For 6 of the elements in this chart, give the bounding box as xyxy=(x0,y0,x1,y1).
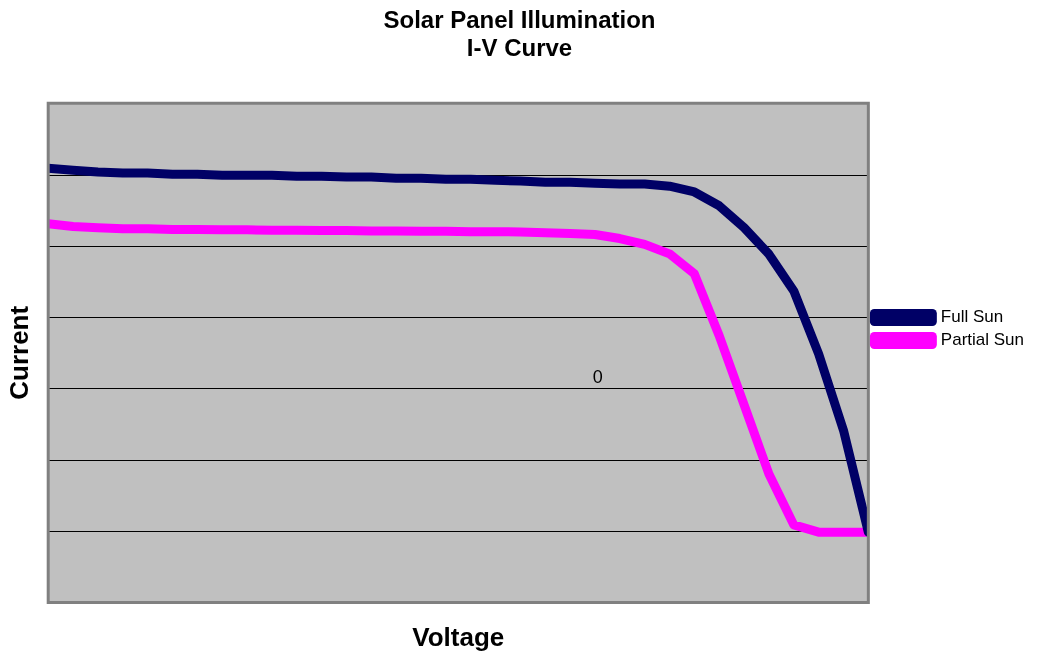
chart-title: Solar Panel Illumination I-V Curve xyxy=(383,6,656,62)
x-axis-title: Voltage xyxy=(412,621,505,652)
legend-label: Partial Sun xyxy=(940,330,1025,350)
y-axis-title: Current xyxy=(3,305,34,400)
legend-label: Full Sun xyxy=(940,307,1004,327)
annotation: 0 xyxy=(592,366,603,387)
